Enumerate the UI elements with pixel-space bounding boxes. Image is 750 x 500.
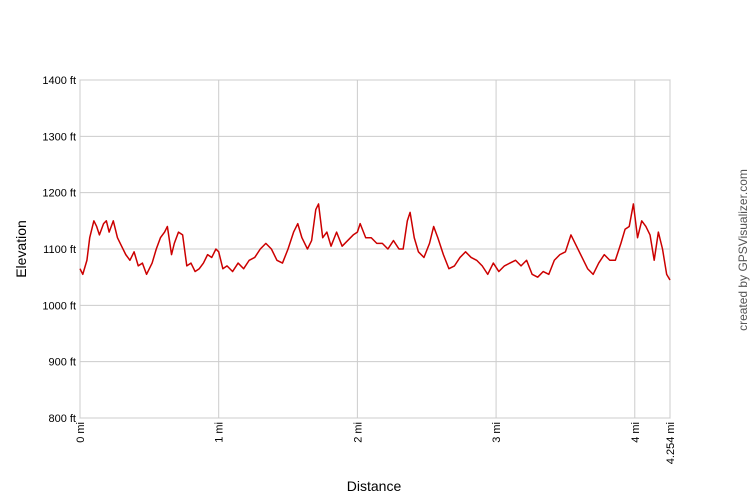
x-tick-label: 4 mi: [630, 422, 642, 443]
credit: created by GPSVisualizer.com: [736, 169, 750, 331]
x-tick-label: 2 mi: [352, 422, 364, 443]
y-axis-label: Elevation: [13, 220, 29, 278]
x-axis-label: Distance: [347, 478, 402, 494]
y-tick-label: 800 ft: [48, 413, 76, 425]
y-tick-label: 1400 ft: [42, 75, 76, 87]
x-tick-label: 0 mi: [75, 422, 87, 443]
x-tick-label: 1 mi: [214, 422, 226, 443]
y-tick-label: 1200 ft: [42, 188, 76, 200]
y-tick-label: 900 ft: [48, 357, 76, 369]
y-tick-label: 1300 ft: [42, 131, 76, 143]
x-tick-label: 4.254 mi: [665, 422, 677, 464]
x-tick-label: 3 mi: [491, 422, 503, 443]
y-tick-label: 1000 ft: [42, 300, 76, 312]
elevation-line: [79, 203, 671, 281]
y-tick-label: 1100 ft: [43, 244, 76, 256]
